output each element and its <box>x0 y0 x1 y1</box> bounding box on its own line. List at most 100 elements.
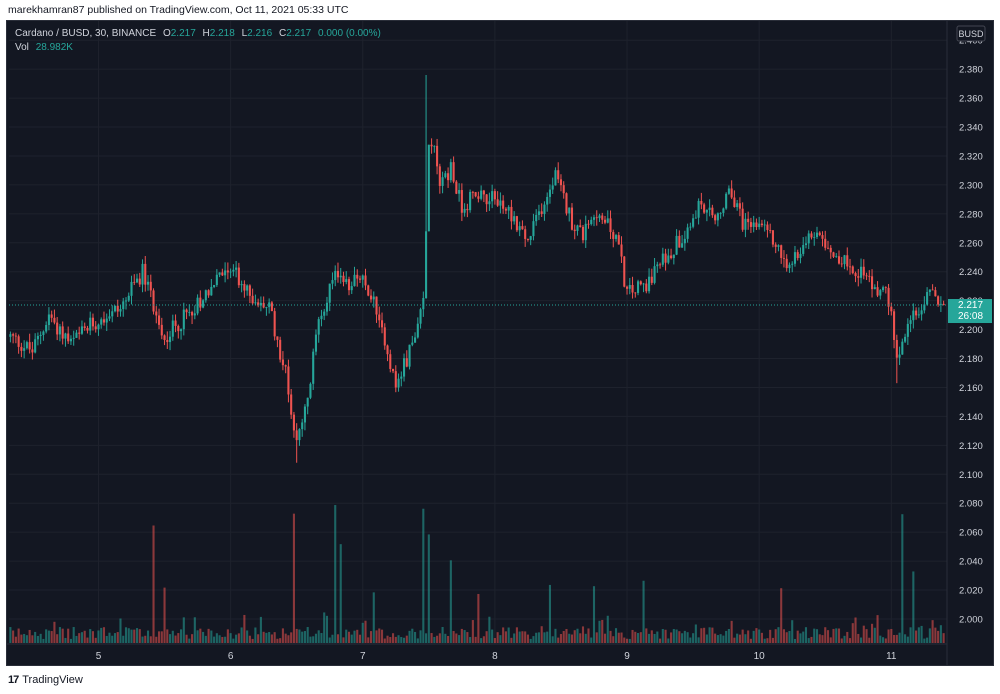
candle-body <box>80 326 83 334</box>
volume-bar <box>469 637 472 643</box>
candle-body <box>774 244 777 247</box>
volume-bar <box>199 628 202 643</box>
volume-bar <box>325 615 329 643</box>
candle-body <box>447 173 450 181</box>
volume-bar <box>639 632 642 643</box>
volume-bar <box>144 635 147 643</box>
candle-body <box>601 215 604 220</box>
candle-body <box>686 227 689 239</box>
candle-body <box>526 238 529 240</box>
candle-body <box>130 281 133 296</box>
volume-bar <box>215 633 218 643</box>
candle-body <box>17 336 20 347</box>
volume-label[interactable]: Vol <box>15 42 29 53</box>
volume-bar <box>917 627 920 643</box>
candle-body <box>34 339 37 353</box>
candle-body <box>882 287 885 291</box>
volume-bar <box>270 634 273 643</box>
candle-body <box>714 215 717 221</box>
candle-body <box>672 254 675 259</box>
volume-bar <box>221 636 224 643</box>
volume-bar <box>9 627 12 643</box>
candle-body <box>890 306 893 312</box>
volume-bar <box>342 637 345 643</box>
candle-body <box>188 312 191 313</box>
volume-bar <box>617 632 620 643</box>
volume-bar <box>309 636 312 643</box>
candle-body <box>898 354 901 358</box>
volume-bar <box>543 632 546 643</box>
candle-body <box>265 307 268 308</box>
symbol-title[interactable]: Cardano / BUSD, 30, BINANCE <box>15 28 157 39</box>
candle-body <box>361 275 364 280</box>
candle-body <box>815 232 819 237</box>
candle-body <box>576 225 579 231</box>
candle-body <box>466 208 469 211</box>
volume-bar <box>557 637 560 643</box>
y-tick-label: 2.280 <box>959 209 983 220</box>
volume-bar <box>347 631 351 643</box>
candle-body <box>645 283 648 292</box>
candle-body <box>697 200 700 218</box>
volume-bar <box>295 628 298 643</box>
volume-bar <box>562 630 565 643</box>
candle-body <box>61 326 64 339</box>
volume-bar <box>664 629 667 643</box>
candle-body <box>210 286 213 296</box>
candle-body <box>648 276 651 292</box>
candle-body <box>438 166 441 186</box>
volume-bar <box>42 638 45 643</box>
candle-body <box>287 366 290 395</box>
price-chart[interactable]: 2.4002.3802.3602.3402.3202.3002.2802.260… <box>7 21 993 665</box>
candle-body <box>369 295 373 300</box>
candle-body <box>650 276 653 283</box>
candle-body <box>224 270 227 276</box>
y-tick-label: 2.140 <box>959 412 983 423</box>
candle-body <box>290 394 293 415</box>
volume-bar <box>298 629 301 643</box>
volume-bar <box>174 635 177 643</box>
volume-bar <box>12 630 15 643</box>
volume-bar <box>568 633 571 643</box>
volume-bar <box>777 627 780 643</box>
candle-body <box>259 302 262 306</box>
volume-bar <box>755 628 758 643</box>
volume-bar <box>229 633 232 643</box>
candle-body <box>301 422 304 430</box>
candle-body <box>683 238 686 244</box>
volume-bar <box>548 584 551 643</box>
volume-bar <box>634 631 637 643</box>
volume-bar <box>408 630 411 643</box>
candle-body <box>364 275 367 286</box>
candle-body <box>444 173 447 178</box>
volume-bar <box>466 632 469 643</box>
candle-body <box>612 232 615 239</box>
candle-body <box>664 253 667 263</box>
volume-bar <box>832 628 835 643</box>
volume-bar <box>576 628 579 643</box>
candle-body <box>678 235 681 248</box>
footer-brand[interactable]: 17 TradingView <box>8 674 83 686</box>
volume-bar <box>931 620 934 643</box>
volume-bar <box>620 632 623 643</box>
volume-bar <box>507 627 510 643</box>
candle-body <box>703 204 706 213</box>
volume-bar <box>328 637 331 643</box>
chart-frame[interactable]: 2.4002.3802.3602.3402.3202.3002.2802.260… <box>6 20 994 666</box>
volume-bar <box>488 616 491 643</box>
candle-body <box>590 219 593 225</box>
volume-layer <box>9 505 945 643</box>
volume-bar <box>628 638 631 643</box>
candle-body <box>548 189 551 197</box>
candle-body <box>480 190 483 199</box>
candle-body <box>747 218 750 223</box>
open-value: 2.217 <box>170 28 196 39</box>
candle-body <box>47 314 50 325</box>
candle-body <box>620 244 623 257</box>
y-tick-label: 2.320 <box>959 151 983 162</box>
candle-body <box>273 311 276 337</box>
candle-body <box>312 351 315 384</box>
volume-bar <box>336 634 340 643</box>
candle-body <box>383 327 386 346</box>
volume-bar <box>152 525 155 643</box>
